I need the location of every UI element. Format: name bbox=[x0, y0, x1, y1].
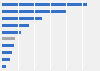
Bar bbox=[2, 51, 12, 54]
Bar bbox=[2, 31, 21, 34]
Bar bbox=[2, 17, 42, 20]
Bar bbox=[2, 37, 15, 40]
Bar bbox=[2, 58, 10, 61]
Bar bbox=[2, 65, 6, 68]
Bar bbox=[2, 10, 66, 13]
Bar bbox=[2, 3, 87, 6]
Bar bbox=[2, 44, 14, 47]
Bar bbox=[2, 24, 29, 27]
